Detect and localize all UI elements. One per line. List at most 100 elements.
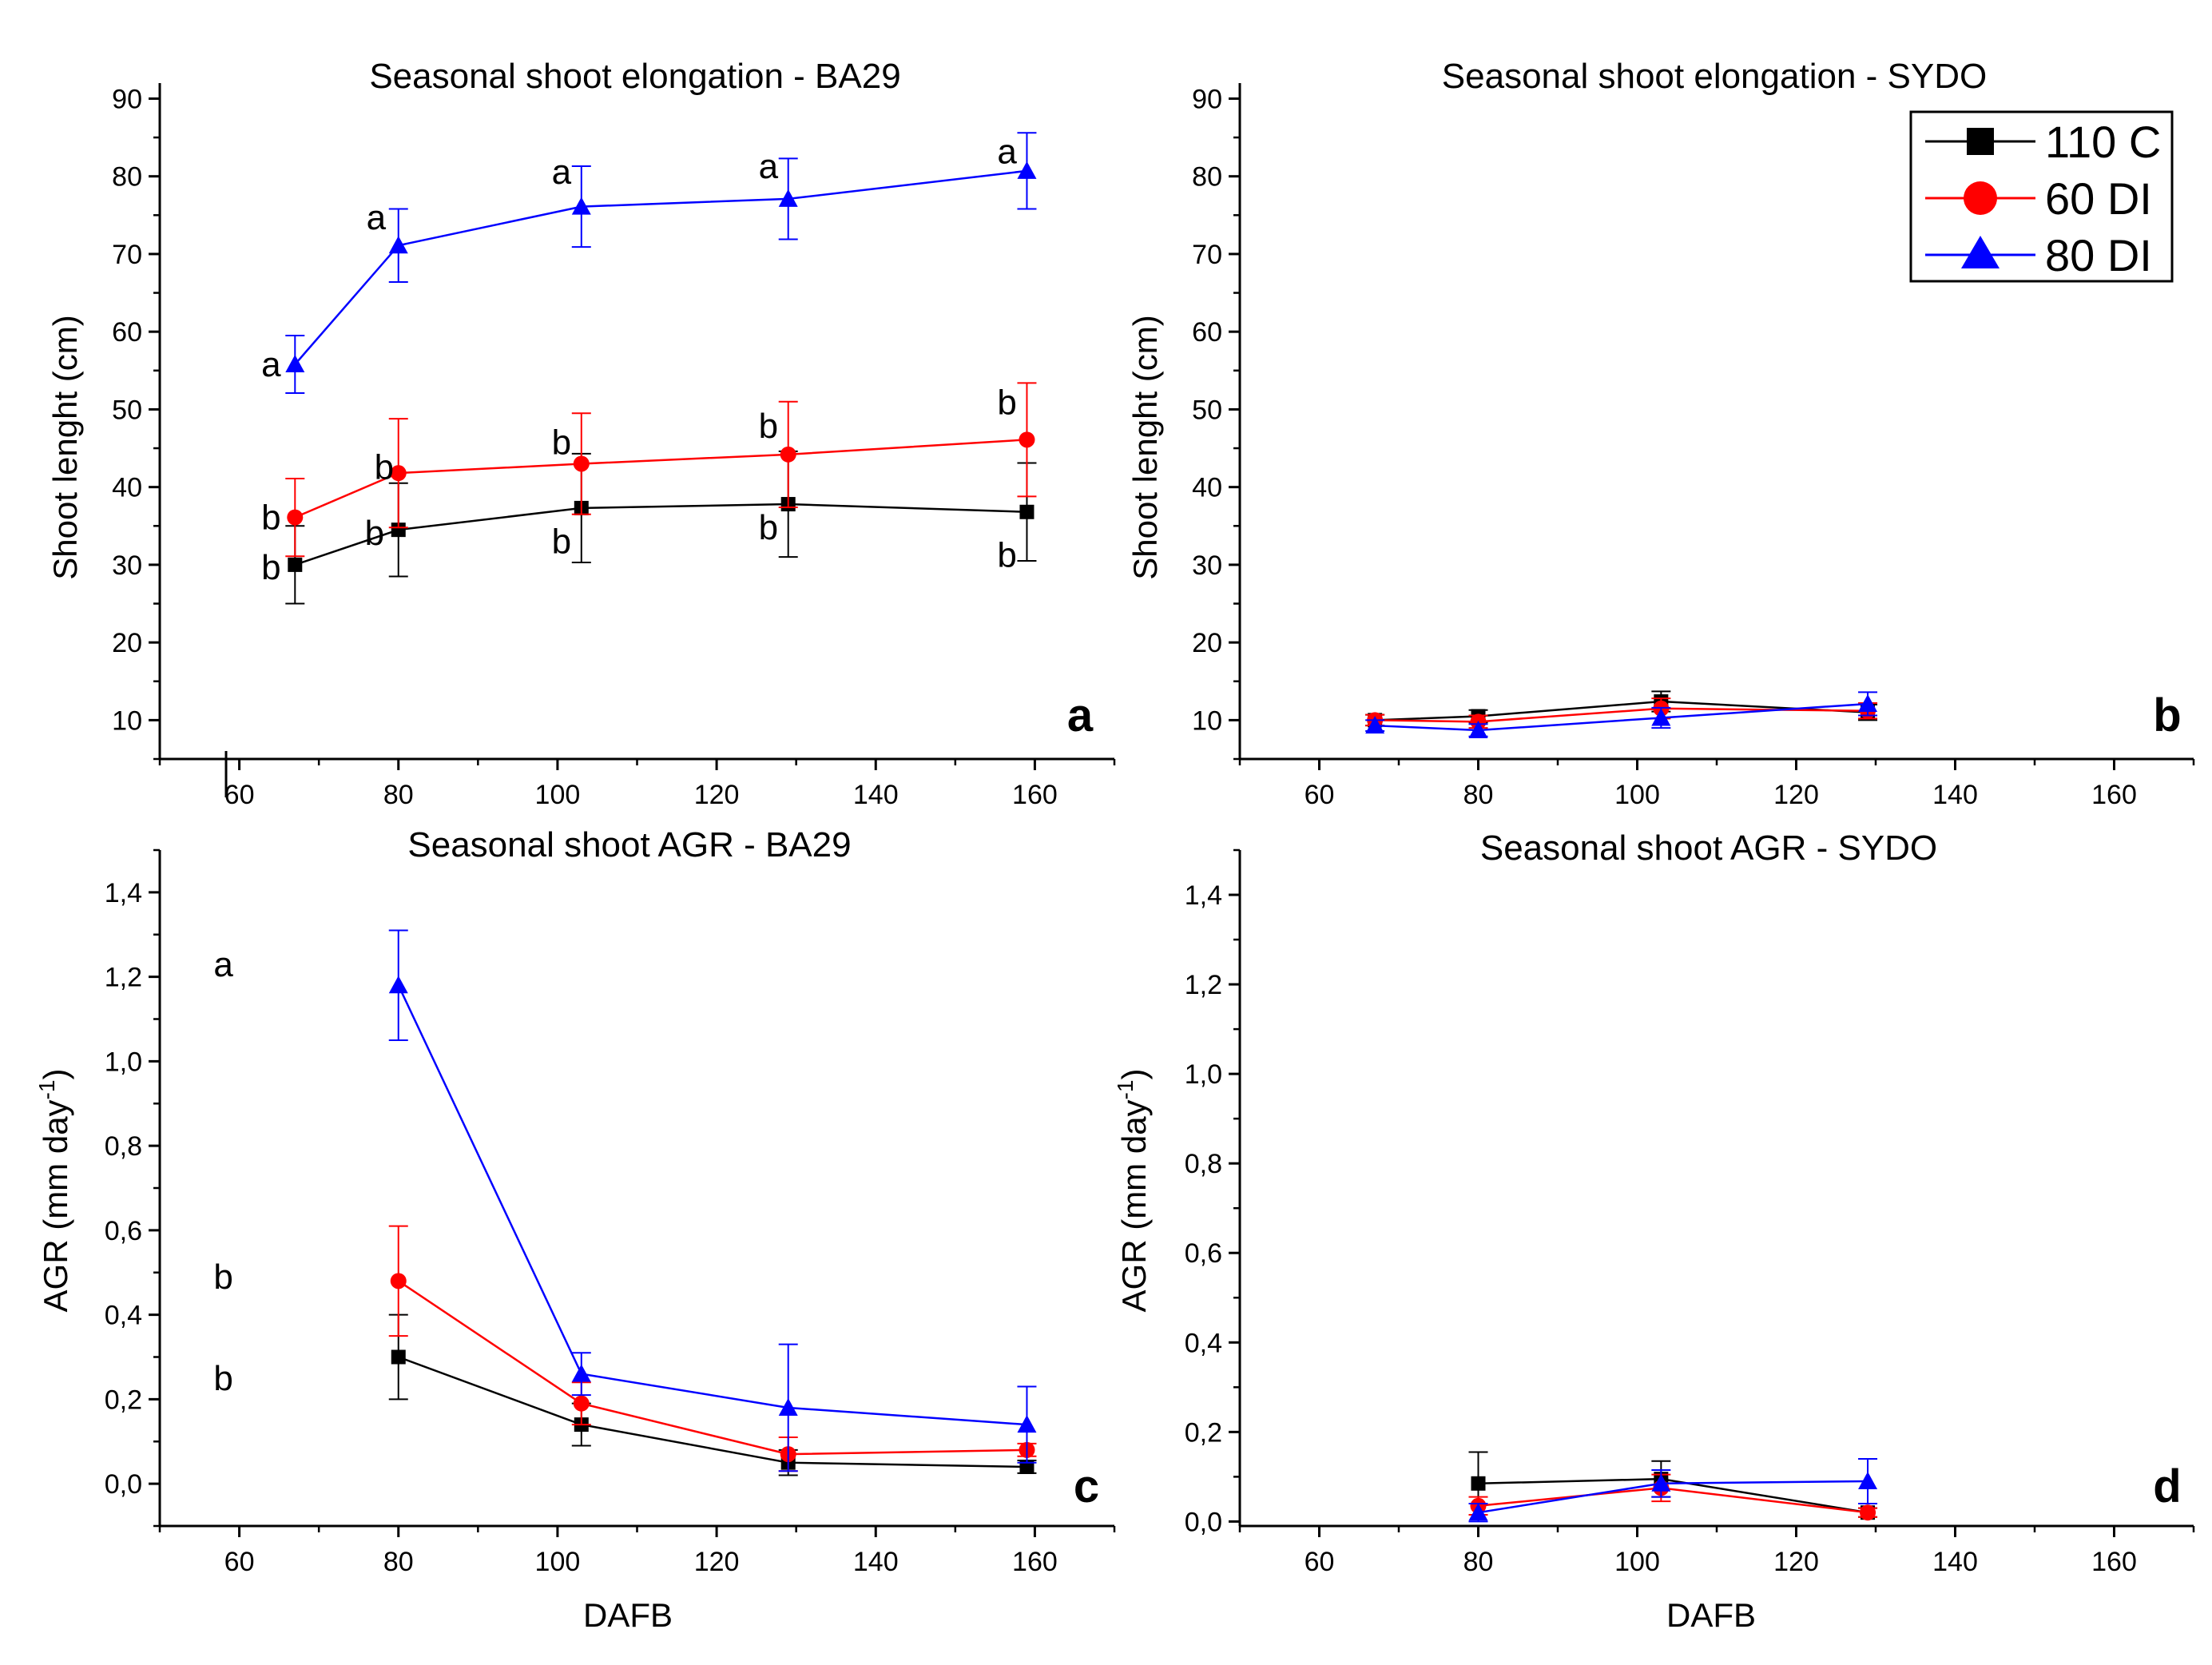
panel-b-y-tick-label: 70 bbox=[1192, 240, 1222, 270]
panel-a-data-point-110c bbox=[1019, 504, 1035, 519]
panel-c-x-tick-label: 80 bbox=[383, 1547, 414, 1577]
panel-a-data-point-60di bbox=[780, 446, 796, 463]
panel-d-shoot-agr-sydo: Seasonal shoot AGR - SYDO 0,0 0,2 0,4 0,6 0,… bbox=[1113, 829, 2195, 1634]
triangle-marker-icon bbox=[1961, 236, 2000, 268]
panel-c-x-tick-label: 100 bbox=[535, 1547, 581, 1577]
panel-b-y-axis-label: Shoot lenght (cm) bbox=[1126, 315, 1164, 580]
panel-a-data-point-80di bbox=[388, 236, 408, 254]
legend-item-110c: 110 C bbox=[1925, 117, 2161, 167]
panel-b-shoot-elongation-sydo: Seasonal shoot elongation - SYDO 10 20 30 4… bbox=[1126, 57, 2195, 810]
panel-b-x-tick-label: 80 bbox=[1463, 780, 1494, 810]
panel-d-data-point-60di bbox=[1860, 1504, 1876, 1521]
panel-c-data-point-80di bbox=[388, 976, 408, 994]
panel-c-x-tick-label: 60 bbox=[224, 1547, 255, 1577]
panel-a-significance-label: a bbox=[759, 147, 779, 186]
panel-c-y-tick-label: 1,2 bbox=[105, 963, 142, 993]
panel-b-letter: b bbox=[2153, 689, 2181, 741]
panel-c-y-tick-label: 0,8 bbox=[105, 1131, 142, 1162]
panel-b-y-tick-label: 60 bbox=[1192, 317, 1222, 348]
panel-c-data-point-110c bbox=[391, 1349, 406, 1365]
panel-c-data-point-60di bbox=[573, 1395, 590, 1412]
panel-a-significance-label: a bbox=[261, 345, 281, 384]
panel-a-y-tick-label: 40 bbox=[112, 473, 142, 503]
legend: 110 C 60 DI 80 DI bbox=[1909, 110, 2174, 283]
panel-a-title: Seasonal shoot elongation - BA29 bbox=[369, 57, 900, 96]
panel-a-y-tick-label: 90 bbox=[112, 84, 142, 114]
panel-d-x-tick-label: 60 bbox=[1305, 1547, 1335, 1577]
panel-d-letter: d bbox=[2153, 1460, 2181, 1512]
panel-a-y-tick-label: 50 bbox=[112, 395, 142, 425]
panel-d-data-point-80di bbox=[1468, 1503, 1488, 1521]
panel-a-shoot-elongation-ba29: Seasonal shoot elongation - BA29 10 20 30 4… bbox=[46, 57, 1116, 810]
panel-a-significance-label: a bbox=[367, 198, 387, 237]
panel-b-data-point-80di bbox=[1365, 716, 1385, 734]
panel-c-significance-label: b bbox=[213, 1359, 232, 1398]
panel-a-significance-label: b bbox=[552, 523, 571, 562]
panel-c-title: Seasonal shoot AGR - BA29 bbox=[407, 825, 851, 864]
panel-a-letter: a bbox=[1067, 689, 1094, 741]
panel-c-data-point-80di bbox=[571, 1364, 591, 1382]
panel-b-y-tick-label: 50 bbox=[1192, 395, 1222, 425]
panel-a-data-point-60di bbox=[390, 465, 407, 482]
panel-d-x-tick-label: 140 bbox=[1932, 1547, 1978, 1577]
panel-a-data-point-80di bbox=[778, 189, 798, 207]
panel-a-data-point-60di bbox=[573, 455, 590, 472]
panel-a-y-tick-label: 80 bbox=[112, 162, 142, 193]
circle-marker-icon bbox=[1964, 181, 1997, 215]
legend-label-60di: 60 DI bbox=[2045, 173, 2152, 224]
panel-a-x-tick-label: 100 bbox=[535, 780, 581, 810]
panel-d-series-line-80di bbox=[1478, 1480, 1868, 1514]
panel-b-series-line-110c bbox=[1375, 700, 1868, 721]
panel-a-y-tick-label: 60 bbox=[112, 317, 142, 348]
panel-a-significance-label: b bbox=[759, 407, 778, 446]
panel-c-significance-label: a bbox=[213, 945, 233, 984]
panel-b-series-line-60di bbox=[1375, 707, 1868, 723]
legend-label-80di: 80 DI bbox=[2045, 230, 2152, 280]
panel-d-data-point-80di bbox=[1651, 1473, 1671, 1492]
panel-a-x-tick-label: 80 bbox=[383, 780, 414, 810]
panel-a-significance-label: b bbox=[759, 508, 778, 547]
panel-c-data-point-80di bbox=[778, 1397, 798, 1416]
panel-c-data-point-60di bbox=[390, 1273, 407, 1289]
panel-b-x-tick-label: 140 bbox=[1932, 780, 1978, 810]
panel-d-series-line-60di bbox=[1478, 1487, 1868, 1514]
panel-d-y-tick-label: 0,2 bbox=[1185, 1417, 1222, 1448]
panel-b-x-tick-label: 100 bbox=[1614, 780, 1660, 810]
panel-a-x-tick-label: 120 bbox=[694, 780, 740, 810]
panel-b-x-tick-label: 160 bbox=[2091, 780, 2137, 810]
panel-b-y-tick-label: 10 bbox=[1192, 705, 1222, 736]
panel-d-x-tick-label: 120 bbox=[1773, 1547, 1819, 1577]
panel-a-significance-label: b bbox=[261, 548, 280, 587]
panel-b-x-tick-label: 60 bbox=[1305, 780, 1335, 810]
panel-c-y-tick-label: 1,0 bbox=[105, 1047, 142, 1077]
panel-b-series-line-80di bbox=[1375, 702, 1868, 732]
panel-a-x-tick-label: 60 bbox=[224, 780, 255, 810]
panel-d-y-tick-label: 0,6 bbox=[1185, 1238, 1222, 1269]
panel-b-y-tick-label: 40 bbox=[1192, 473, 1222, 503]
panel-c-x-tick-label: 120 bbox=[694, 1547, 740, 1577]
panel-a-data-point-110c bbox=[288, 557, 303, 572]
panel-c-y-tick-label: 0,2 bbox=[105, 1385, 142, 1415]
panel-b-y-tick-label: 80 bbox=[1192, 162, 1222, 193]
panel-d-x-tick-label: 80 bbox=[1463, 1547, 1494, 1577]
panel-c-letter: c bbox=[1074, 1460, 1099, 1512]
panel-a-significance-label: b bbox=[261, 499, 280, 538]
panel-a-y-tick-label: 20 bbox=[112, 628, 142, 658]
legend-box bbox=[1909, 110, 2174, 283]
panel-a-significance-label: b bbox=[365, 514, 384, 553]
panel-d-x-axis-label: DAFB bbox=[1666, 1596, 1756, 1634]
panel-a-data-point-80di bbox=[1017, 161, 1037, 179]
panel-a-data-point-80di bbox=[571, 197, 591, 215]
panel-d-y-tick-label: 1,2 bbox=[1185, 970, 1222, 1000]
legend-item-60di: 60 DI bbox=[1925, 173, 2152, 224]
panel-c-x-tick-label: 140 bbox=[853, 1547, 899, 1577]
panel-a-significance-label: a bbox=[552, 153, 572, 192]
panel-c-data-point-80di bbox=[1017, 1415, 1037, 1433]
panel-a-y-axis-label: Shoot lenght (cm) bbox=[46, 315, 84, 580]
square-marker-icon bbox=[1967, 128, 1994, 155]
panel-a-significance-label: b bbox=[552, 423, 571, 462]
panel-b-data-point-80di bbox=[1651, 708, 1671, 726]
panel-c-series-line-110c bbox=[398, 1356, 1027, 1468]
panel-a-y-tick-label: 30 bbox=[112, 550, 142, 581]
panel-b-data-point-80di bbox=[1468, 721, 1488, 739]
